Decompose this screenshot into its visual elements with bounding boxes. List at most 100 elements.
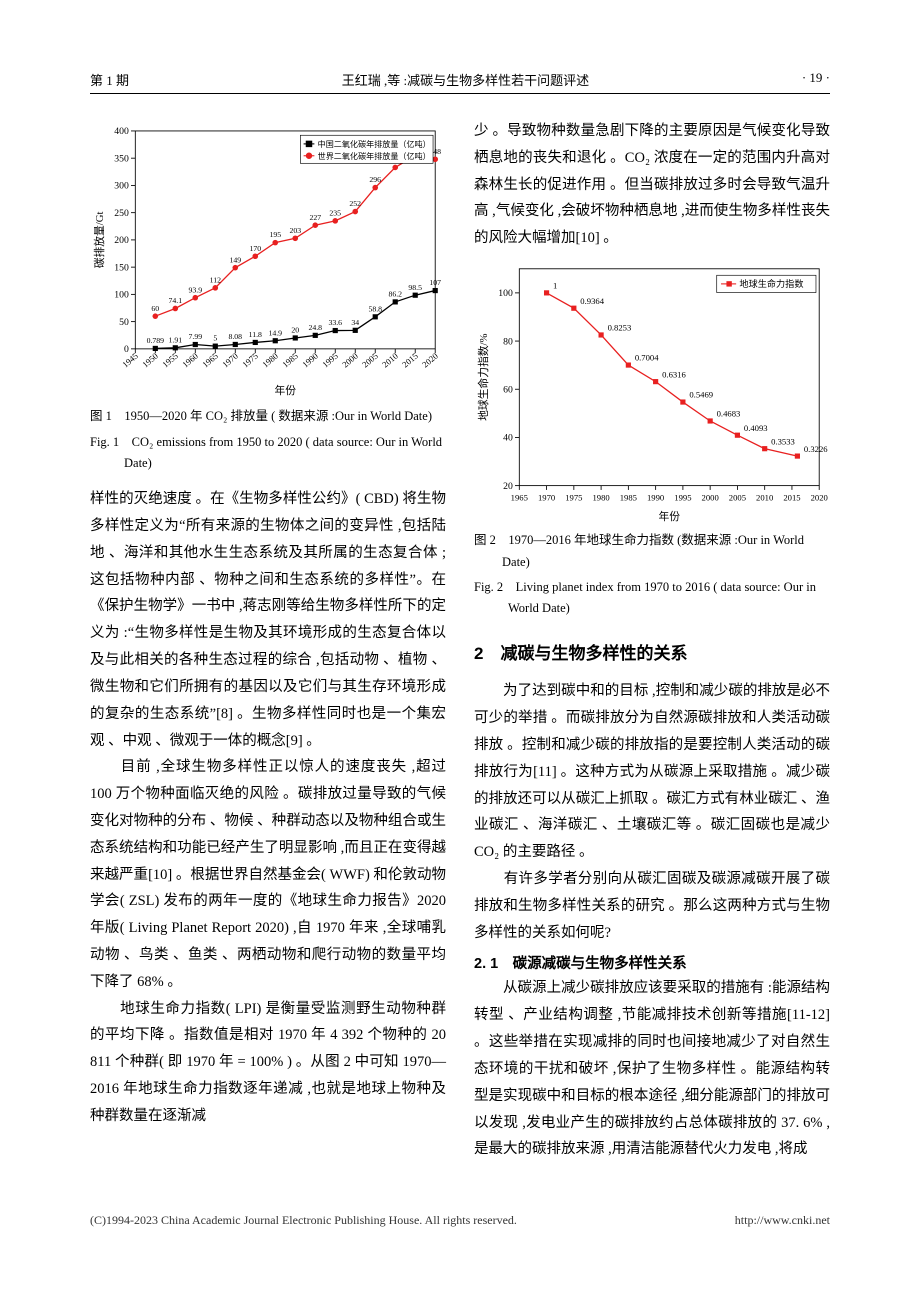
svg-text:2015: 2015: [783, 493, 800, 503]
svg-text:33.6: 33.6: [328, 318, 342, 327]
svg-text:60: 60: [503, 385, 513, 396]
svg-text:年份: 年份: [658, 510, 680, 522]
svg-text:40: 40: [503, 433, 513, 444]
section-2-1-title: 2. 1 碳源减碳与生物多样性关系: [474, 952, 830, 973]
svg-text:2020: 2020: [420, 351, 440, 370]
svg-text:74.1: 74.1: [169, 296, 183, 305]
source-url: http://www.cnki.net: [735, 1213, 830, 1228]
co2-emissions-chart: 0501001502002503003504001945195019551960…: [90, 118, 446, 398]
svg-text:112: 112: [210, 275, 221, 284]
para-habitat-loss: 少 。导致物种数量急剧下降的主要原因是气候变化导致栖息地的丧失和退化 。CO₂ …: [474, 118, 830, 252]
running-title: 王红瑞 ,等 :减碳与生物多样性若干问题评述: [342, 70, 589, 89]
svg-text:2005: 2005: [360, 351, 380, 370]
svg-text:7.99: 7.99: [189, 332, 203, 341]
svg-text:203: 203: [289, 226, 301, 235]
svg-text:100: 100: [498, 288, 513, 299]
fig2-caption-cn: 图 2 1970—2016 年地球生命力指数 (数据来源 :Our in Wor…: [474, 530, 830, 573]
svg-text:252: 252: [349, 199, 361, 208]
svg-text:1995: 1995: [674, 493, 691, 503]
svg-text:296: 296: [369, 175, 381, 184]
svg-text:0.4683: 0.4683: [717, 409, 741, 419]
page-number: · 19 ·: [802, 70, 830, 89]
svg-text:100: 100: [114, 290, 129, 301]
svg-text:149: 149: [229, 255, 241, 264]
svg-text:0.4093: 0.4093: [744, 423, 768, 433]
svg-text:98.5: 98.5: [408, 283, 422, 292]
svg-text:1970: 1970: [220, 351, 240, 370]
sec2-1-para: 从碳源上减少碳排放应该要采取的措施有 :能源结构转型 、产业结构调整 ,节能减排…: [474, 975, 830, 1163]
svg-text:0.3226: 0.3226: [804, 444, 828, 454]
svg-text:地球生命力指数/%: 地球生命力指数/%: [477, 334, 490, 421]
figure-1: 0501001502002503003504001945195019551960…: [90, 118, 446, 398]
page-footer: (C)1994-2023 China Academic Journal Elec…: [90, 1213, 830, 1228]
svg-text:0.7004: 0.7004: [635, 353, 659, 363]
para-biodiversity-definitions: 样性的灭绝速度 。在《生物多样性公约》( CBD) 将生物多样性定义为“所有来源…: [90, 486, 446, 754]
svg-text:0.9364: 0.9364: [580, 296, 604, 306]
svg-text:300: 300: [114, 181, 129, 192]
svg-text:1960: 1960: [180, 351, 200, 370]
svg-text:60: 60: [151, 304, 159, 313]
svg-text:107: 107: [429, 278, 441, 287]
svg-text:20: 20: [503, 481, 513, 492]
right-column: 少 。导致物种数量急剧下降的主要原因是气候变化导致栖息地的丧失和退化 。CO₂ …: [474, 118, 830, 1163]
svg-text:2010: 2010: [756, 493, 773, 503]
svg-text:1.91: 1.91: [169, 335, 183, 344]
svg-text:年份: 年份: [274, 384, 296, 397]
para-biodiversity-loss: 目前 ,全球生物多样性正以惊人的速度丧失 ,超过 100 万个物种面临灭绝的风险…: [90, 754, 446, 995]
svg-text:34: 34: [351, 318, 359, 327]
living-planet-index-chart: 20 40 60 80 100 1965 1970 1975 1980 1985 1990 1995 2…: [474, 258, 830, 522]
svg-text:14.9: 14.9: [268, 328, 282, 337]
svg-text:200: 200: [114, 235, 129, 246]
svg-text:235: 235: [329, 208, 341, 217]
svg-text:1995: 1995: [320, 351, 340, 370]
svg-text:1: 1: [553, 281, 557, 291]
svg-text:0.3533: 0.3533: [771, 436, 795, 446]
svg-text:250: 250: [114, 208, 129, 219]
svg-text:1970: 1970: [538, 493, 555, 503]
figure-2: 20 40 60 80 100 1965 1970 1975 1980 1985 1990 1995 2…: [474, 258, 830, 522]
svg-text:1950: 1950: [140, 351, 160, 370]
svg-text:2000: 2000: [340, 351, 360, 370]
page-header: 第 1 期 王红瑞 ,等 :减碳与生物多样性若干问题评述 · 19 ·: [90, 70, 830, 94]
svg-text:1965: 1965: [511, 493, 528, 503]
svg-text:碳排放量/Gt: 碳排放量/Gt: [93, 211, 106, 268]
svg-text:150: 150: [114, 262, 129, 273]
fig2-caption-en: Fig. 2 Living planet index from 1970 to …: [474, 577, 830, 620]
para-lpi-explain: 地球生命力指数( LPI) 是衡量受监测野生动物种群的平均下降 。指数值是相对 …: [90, 996, 446, 1130]
svg-text:58.8: 58.8: [368, 304, 382, 313]
svg-text:1975: 1975: [240, 351, 260, 370]
issue-number: 第 1 期: [90, 70, 129, 89]
svg-text:400: 400: [114, 126, 129, 137]
svg-text:1990: 1990: [647, 493, 664, 503]
svg-text:350: 350: [114, 153, 129, 164]
svg-text:1965: 1965: [200, 351, 220, 370]
svg-text:11.8: 11.8: [249, 330, 262, 339]
section-2-title: 2 减碳与生物多样性的关系: [474, 639, 830, 664]
svg-text:1985: 1985: [280, 351, 300, 370]
svg-text:地球生命力指数: 地球生命力指数: [739, 278, 803, 289]
copyright-notice: (C)1994-2023 China Academic Journal Elec…: [90, 1213, 517, 1228]
svg-text:1980: 1980: [260, 351, 280, 370]
svg-text:1980: 1980: [592, 493, 609, 503]
svg-text:1990: 1990: [300, 351, 320, 370]
svg-text:170: 170: [249, 244, 261, 253]
sec2-para1: 为了达到碳中和的目标 ,控制和减少碳的排放是必不可少的举措 。而碳排放分为自然源…: [474, 678, 830, 866]
svg-text:1975: 1975: [565, 493, 582, 503]
svg-text:8.08: 8.08: [228, 332, 242, 341]
left-column: 0501001502002503003504001945195019551960…: [90, 118, 446, 1163]
svg-text:2005: 2005: [729, 493, 746, 503]
svg-text:1955: 1955: [160, 351, 180, 370]
svg-text:2000: 2000: [702, 493, 719, 503]
svg-text:20: 20: [291, 326, 299, 335]
svg-text:227: 227: [309, 213, 321, 222]
svg-text:2015: 2015: [400, 351, 420, 370]
svg-text:1985: 1985: [620, 493, 637, 503]
svg-text:24.8: 24.8: [308, 323, 322, 332]
svg-text:0.6316: 0.6316: [662, 369, 686, 379]
svg-text:0.8253: 0.8253: [608, 323, 632, 333]
two-column-layout: 0501001502002503003504001945195019551960…: [90, 118, 830, 1163]
svg-text:80: 80: [503, 336, 513, 347]
svg-text:0.5469: 0.5469: [689, 390, 713, 400]
fig1-caption-cn: 图 1 1950—2020 年 CO₂ 排放量 ( 数据来源 :Our in W…: [90, 406, 446, 427]
svg-text:195: 195: [269, 230, 281, 239]
